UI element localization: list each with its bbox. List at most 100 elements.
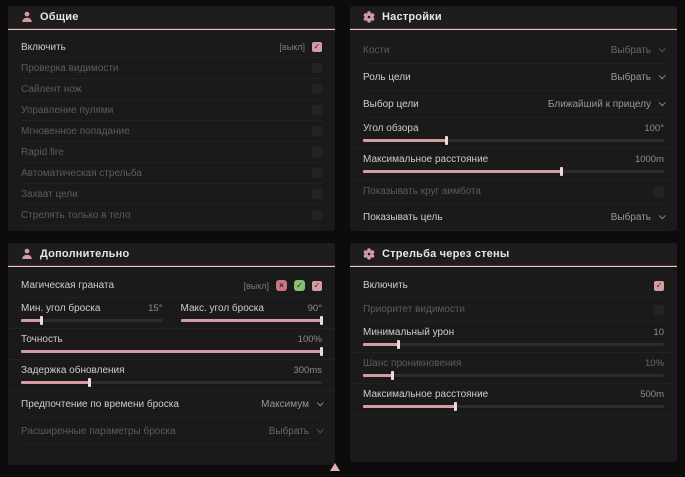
slider-fill [363, 402, 458, 411]
checkbox[interactable] [312, 42, 322, 52]
row-target-lock[interactable]: Захват цели [21, 184, 322, 205]
max-distance-slider[interactable] [363, 167, 664, 176]
slider-fill [363, 167, 563, 176]
row-silent-knife[interactable]: Сайлент нож [21, 79, 322, 100]
panel-additional: Дополнительно Магическая граната [выкл] … [8, 243, 335, 465]
check-badge-icon[interactable]: ✓ [294, 280, 305, 291]
max-throw-angle-slider[interactable] [180, 316, 323, 325]
show-target-dropdown[interactable]: Выбрать [610, 211, 666, 223]
row-visibility-priority[interactable]: Приоритет видимости [363, 298, 664, 322]
slider-walls-max-distance: Максимальное расстояние 500m [350, 384, 677, 415]
row-instant-hit[interactable]: Мгновенное попадание [21, 121, 322, 142]
select-label: Предпочтение по времени броска [21, 398, 179, 410]
penetration-chance-slider[interactable] [363, 371, 664, 380]
header-underline [8, 265, 335, 267]
panel-title: Стрельба через стены [382, 248, 510, 260]
row-label: Показывать круг аимбота [363, 186, 481, 197]
slider-value: 300ms [293, 365, 322, 376]
dropdown-value: Ближайший к прицелу [547, 98, 651, 110]
slider-fill [21, 316, 44, 325]
checkbox[interactable] [312, 147, 322, 157]
slider-update-delay: Задержка обновления 300ms [8, 360, 335, 391]
throw-angle-sliders: Мин. угол броска 15° Макс. угол броска 9… [8, 298, 335, 329]
select-label: Расширенные параметры броска [21, 425, 176, 437]
row-magic-grenade[interactable]: Магическая граната [выкл] × ✓ [21, 274, 322, 298]
person-icon [21, 11, 33, 23]
dropdown-value: Выбрать [610, 71, 651, 83]
panel-general: Общие Включить [выкл] Проверка видимости… [8, 6, 335, 231]
bones-dropdown[interactable]: Выбрать [610, 44, 666, 56]
walls-max-distance-slider[interactable] [363, 402, 664, 411]
slider-value: 100° [644, 123, 664, 134]
row-label: Сайлент нож [21, 83, 82, 95]
header-underline [350, 28, 677, 30]
checkbox[interactable] [312, 105, 322, 115]
accuracy-slider[interactable] [21, 347, 323, 356]
checkbox[interactable] [312, 168, 322, 178]
checkbox[interactable] [312, 280, 322, 291]
panel-title: Дополнительно [40, 248, 130, 260]
row-visibility-check[interactable]: Проверка видимости [21, 58, 322, 79]
target-role-dropdown[interactable]: Выбрать [610, 71, 666, 83]
chevron-down-icon [658, 211, 666, 219]
target-selection-dropdown[interactable]: Ближайший к прицелу [547, 98, 666, 110]
fov-slider[interactable] [363, 136, 664, 145]
slider-label: Точность [21, 334, 63, 345]
min-damage-slider[interactable] [363, 340, 664, 349]
checkbox[interactable] [312, 189, 322, 199]
checkbox[interactable] [312, 210, 322, 220]
row-label: Мгновенное попадание [21, 125, 130, 137]
row-label: Управление пулями [21, 104, 114, 116]
row-show-aimbot-circle[interactable]: Показывать круг аимбота [363, 180, 664, 204]
dropdown-value: Выбрать [610, 211, 651, 223]
select-target-selection: Выбор цели Ближайший к прицелу [363, 91, 666, 118]
checkbox[interactable] [312, 126, 322, 136]
slider-label: Минимальный урон [363, 327, 455, 338]
row-body-only[interactable]: Стрелять только в тело [21, 205, 322, 226]
select-label: Выбор цели [363, 98, 419, 110]
slider-value: 15° [148, 303, 163, 314]
row-label: Приоритет видимости [363, 304, 466, 315]
throw-time-dropdown[interactable]: Максимум [261, 398, 324, 410]
gear-icon [363, 11, 375, 23]
checkbox[interactable] [654, 186, 664, 197]
header-underline [8, 28, 335, 30]
slider-value: 1000m [634, 154, 664, 165]
row-walls-enable[interactable]: Включить [363, 274, 664, 298]
slider-penetration-chance: Шанс проникновения 10% [350, 353, 677, 384]
panel-settings-header: Настройки [350, 6, 677, 28]
chevron-down-icon [316, 398, 324, 406]
checkbox[interactable] [654, 304, 664, 315]
panel-general-header: Общие [8, 6, 335, 28]
row-rapid-fire[interactable]: Rapid fire [21, 142, 322, 163]
row-bullet-control[interactable]: Управление пулями [21, 100, 322, 121]
slider-min-throw-angle: Мин. угол броска 15° [21, 303, 163, 325]
row-enable[interactable]: Включить [выкл] [21, 37, 322, 58]
slider-value: 90° [307, 303, 322, 314]
row-label: Автоматическая стрельба [21, 167, 142, 179]
slider-max-throw-angle: Макс. угол броска 90° [180, 303, 323, 325]
cross-badge-icon[interactable]: × [276, 280, 287, 291]
gear-icon [363, 248, 375, 260]
slider-value: 100% [297, 334, 322, 345]
slider-fill [363, 340, 401, 349]
checkbox[interactable] [654, 280, 664, 291]
select-show-target: Показывать цель Выбрать [363, 204, 666, 231]
slider-value: 10 [653, 327, 664, 338]
checkbox[interactable] [312, 63, 322, 73]
select-bones: Кости Выбрать [363, 37, 666, 64]
slider-fill [363, 136, 449, 145]
advanced-throw-dropdown[interactable]: Выбрать [269, 426, 324, 437]
checkbox[interactable] [312, 84, 322, 94]
slider-label: Макс. угол броска [180, 303, 264, 314]
row-auto-shoot[interactable]: Автоматическая стрельба [21, 163, 322, 184]
panel-title: Настройки [382, 11, 442, 23]
update-delay-slider[interactable] [21, 378, 322, 387]
min-throw-angle-slider[interactable] [21, 316, 163, 325]
panel-title: Общие [40, 11, 79, 23]
slider-value: 10% [644, 358, 664, 369]
chevron-down-icon [658, 71, 666, 79]
slider-accuracy: Точность 100% [8, 329, 335, 360]
panel-walls: Стрельба через стены Включить Приоритет … [350, 243, 677, 462]
dropdown-value: Выбрать [610, 44, 651, 56]
